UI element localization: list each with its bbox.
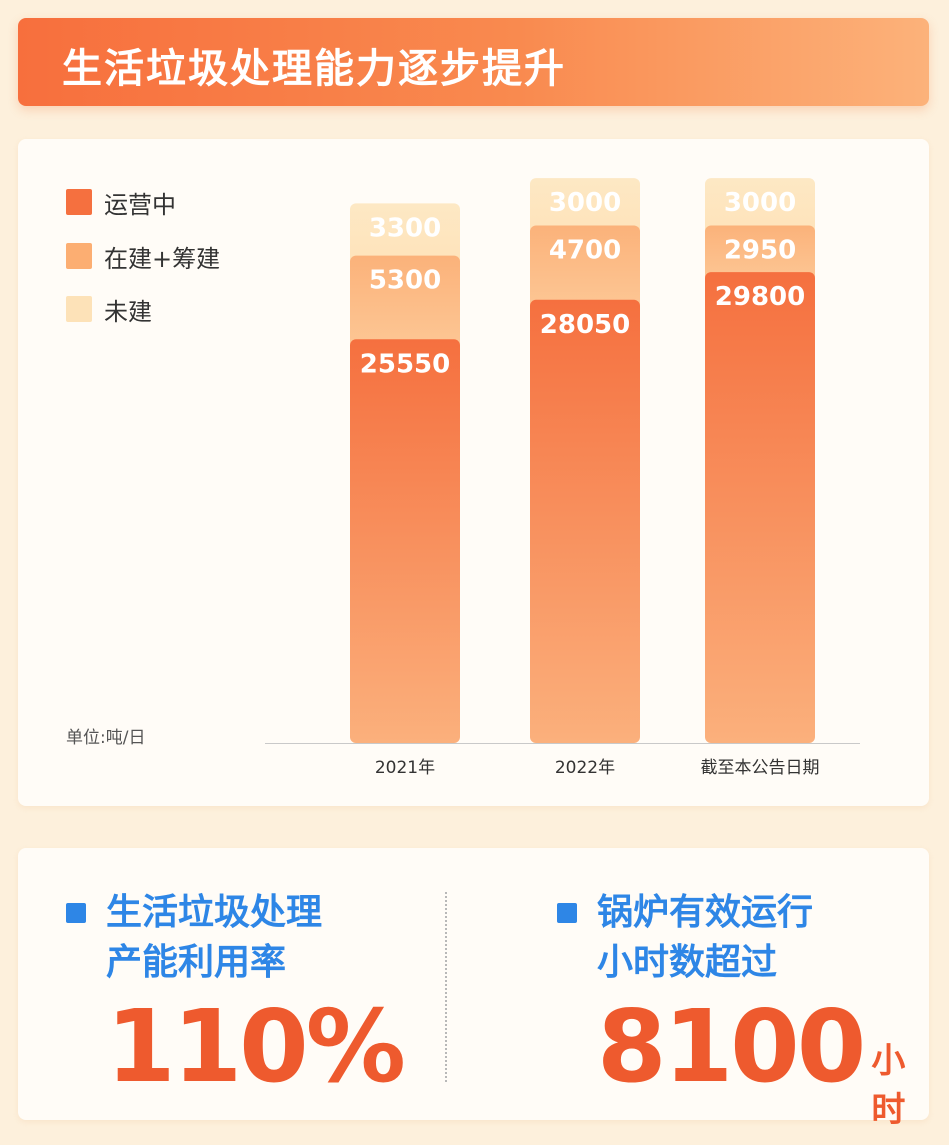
stats-divider	[445, 892, 447, 1082]
legend-item-unbuilt: 未建	[66, 296, 152, 326]
stat-label-line1: 生活垃圾处理	[106, 892, 323, 933]
data-label-unbuilt-3: 3000	[724, 188, 796, 218]
data-label-unbuilt-2: 3000	[549, 188, 621, 218]
x-tick-label-2: 2022年	[555, 758, 615, 778]
bar-unbuilt-3	[705, 178, 815, 236]
legend-label-building: 在建+筹建	[104, 244, 221, 273]
legend-swatch-unbuilt	[66, 296, 92, 322]
data-label-unbuilt-1: 3300	[369, 213, 441, 243]
stat-marker-icon	[66, 903, 86, 923]
bar-operating-1	[350, 339, 460, 743]
unit-label: 单位:吨/日	[66, 728, 146, 748]
bar-building-3	[705, 225, 815, 283]
x-tick-label-3: 截至本公告日期	[701, 758, 820, 778]
bar-operating-2	[530, 299, 640, 743]
stats-card: 生活垃圾处理 产能利用率 110% 锅炉有效运行 小时数超过 8100 小时	[18, 848, 929, 1130]
data-label-operating-2: 28050	[540, 310, 630, 340]
stat-marker-icon	[557, 903, 577, 923]
data-label-building-3: 2950	[724, 236, 796, 266]
stacked-bar-chart: 25550 5300 3300 2021年 28050 4700 3000 2022年 2980…	[265, 178, 860, 778]
legend-item-building: 在建+筹建	[66, 243, 220, 273]
stat-value: 110%	[106, 988, 406, 1105]
legend-label-unbuilt: 未建	[104, 297, 152, 326]
stat-unit: 小时	[871, 1041, 906, 1130]
legend-item-operating: 运营中	[66, 189, 176, 219]
title-banner: 生活垃圾处理能力逐步提升	[18, 18, 929, 106]
chart-card: 运营中 在建+筹建 未建 单位:吨/日 25550 5300 3300 2021年 28…	[18, 139, 929, 806]
bar-unbuilt-2	[530, 178, 640, 236]
stat-label-line2: 产能利用率	[106, 942, 287, 983]
stat-utilization: 生活垃圾处理 产能利用率 110%	[18, 848, 445, 1120]
data-label-operating-3: 29800	[715, 282, 805, 312]
stat-value: 8100	[597, 988, 866, 1105]
bar-operating-3	[705, 272, 815, 743]
legend-swatch-building	[66, 243, 92, 269]
stat-boiler-hours: 锅炉有效运行 小时数超过 8100 小时	[445, 848, 929, 1130]
legend-swatch-operating	[66, 189, 92, 215]
stat-label-line1: 锅炉有效运行	[597, 892, 814, 933]
stat-label-line2: 小时数超过	[597, 942, 778, 983]
data-label-building-2: 4700	[549, 236, 621, 266]
data-label-operating-1: 25550	[360, 349, 450, 379]
data-label-building-1: 5300	[369, 266, 441, 296]
bar-building-1	[350, 255, 460, 350]
bar-building-2	[530, 225, 640, 310]
page-title: 生活垃圾处理能力逐步提升	[62, 46, 566, 92]
legend-label-operating: 运营中	[104, 190, 176, 219]
x-tick-label-1: 2021年	[375, 758, 435, 778]
bar-unbuilt-1	[350, 203, 460, 266]
